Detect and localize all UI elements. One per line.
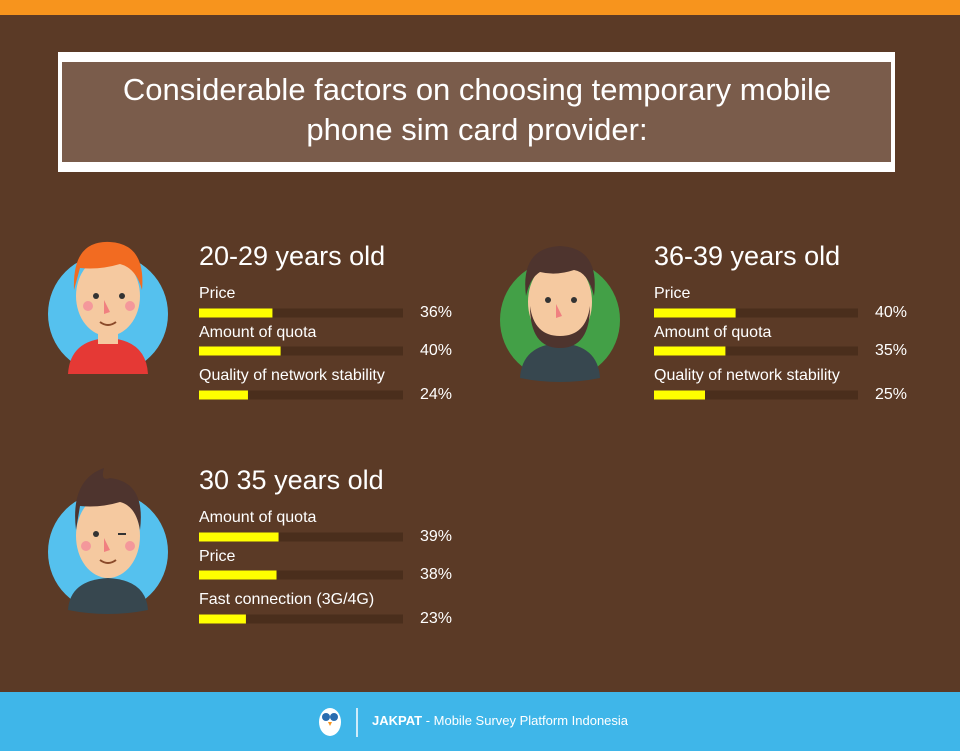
value-label: 24% (420, 386, 452, 403)
bar (199, 532, 279, 542)
value-label: 35% (875, 342, 907, 359)
bar-label: Fast connection (3G/4G) (199, 591, 374, 608)
bar-label: Price (199, 285, 236, 302)
bar-label: Price (199, 548, 236, 565)
footer-bar (0, 692, 960, 751)
bar (654, 308, 736, 318)
value-label: 39% (420, 528, 452, 545)
bar-label: Price (654, 285, 691, 302)
value-label: 36% (420, 304, 452, 321)
bar-label: Quality of network stability (199, 367, 385, 384)
value-label: 25% (875, 386, 907, 403)
bar (654, 390, 705, 400)
bar-label: Amount of quota (199, 509, 317, 526)
bar-track (654, 308, 858, 318)
bar-track (654, 346, 858, 356)
value-label: 40% (420, 342, 452, 359)
bar (654, 346, 726, 356)
bar-track (199, 308, 403, 318)
footer-tagline: - Mobile Survey Platform Indonesia (426, 713, 629, 728)
bar (199, 614, 246, 624)
avatar (48, 241, 168, 374)
panel-title: 30 35 years old (199, 465, 384, 495)
owl-icon (319, 708, 341, 736)
panel-title: 20-29 years old (199, 241, 385, 271)
footer-brand: JAKPAT (372, 713, 422, 728)
bar-track (199, 390, 403, 400)
bar-track (199, 346, 403, 356)
bar (199, 308, 273, 318)
bar (199, 390, 248, 400)
page-title: Considerable factors on choosing tempora… (122, 72, 832, 147)
bar-track (199, 570, 403, 580)
bar (199, 570, 277, 580)
title-box (62, 62, 891, 162)
avatar (500, 246, 620, 382)
bar-track (654, 390, 858, 400)
footer-text: JAKPAT - Mobile Survey Platform Indonesi… (372, 713, 629, 728)
value-label: 23% (420, 610, 452, 627)
bar-label: Amount of quota (199, 324, 317, 341)
avatar (48, 468, 168, 614)
value-label: 38% (420, 566, 452, 583)
bar-track (199, 532, 403, 542)
bar-label: Amount of quota (654, 324, 772, 341)
bar (199, 346, 281, 356)
top-stripe (0, 0, 960, 15)
value-label: 40% (875, 304, 907, 321)
bar-track (199, 614, 403, 624)
bar-label: Quality of network stability (654, 367, 840, 384)
panel-title: 36-39 years old (654, 241, 840, 271)
